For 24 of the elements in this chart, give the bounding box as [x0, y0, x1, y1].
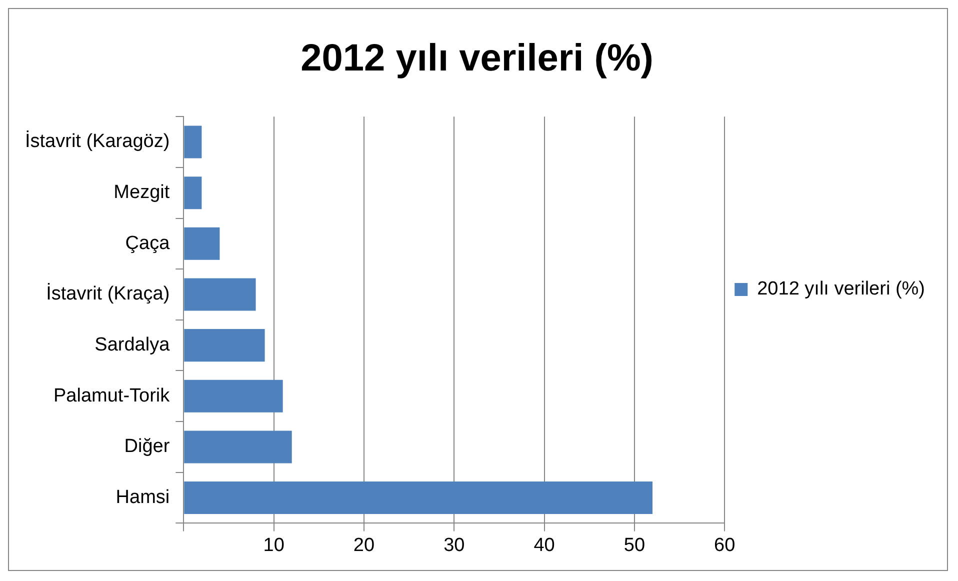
y-tick-label: Çaça: [125, 232, 170, 254]
bar: [184, 126, 202, 158]
chart-title: 2012 yılı verileri (%): [300, 37, 654, 80]
bar: [184, 380, 283, 412]
x-tick-label: 50: [624, 534, 646, 556]
bar: [184, 482, 652, 514]
y-tick-label: İstavrit (Karagöz): [24, 130, 170, 152]
x-tick-label: 10: [263, 534, 284, 556]
y-tick-label: Diğer: [124, 436, 170, 458]
y-tick-label: İstavrit (Kraça): [46, 282, 170, 305]
bar: [184, 430, 292, 464]
legend-label: 2012 yılı verileri (%): [757, 278, 926, 300]
bar: [184, 227, 220, 260]
y-tick-label: Hamsi: [116, 487, 170, 508]
x-tick-label: 20: [353, 534, 375, 556]
x-tick-label: 60: [714, 534, 736, 556]
y-tick-label: Mezgit: [114, 182, 170, 204]
bar: [184, 329, 265, 362]
x-tick-label: 30: [444, 534, 465, 556]
bar: [184, 176, 202, 210]
y-tick-label: Sardalya: [94, 334, 170, 356]
bar: [184, 278, 256, 311]
x-tick-label: 40: [534, 534, 555, 556]
y-tick-label: Palamut-Torik: [53, 385, 170, 406]
